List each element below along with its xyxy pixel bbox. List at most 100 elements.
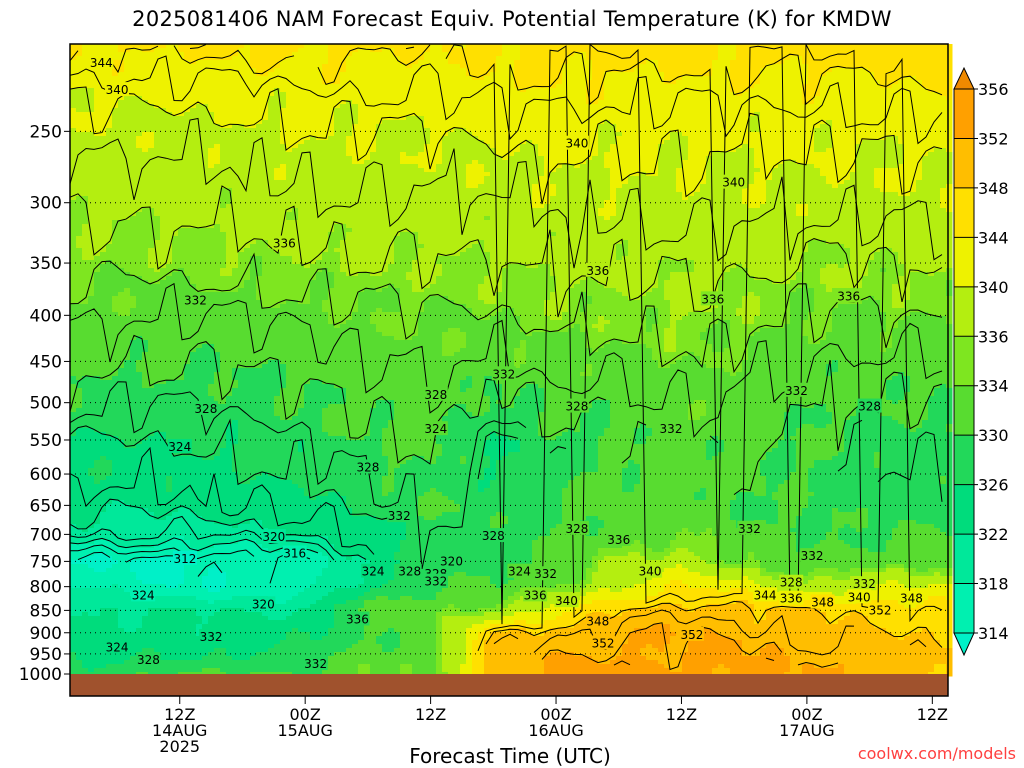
heatmap-cell [940,80,947,85]
heatmap-cell [844,144,851,149]
heatmap-cell [370,132,377,137]
heatmap-cell [184,68,191,73]
heatmap-cell [124,72,131,77]
heatmap-cell [724,104,731,109]
heatmap-cell [868,80,875,85]
heatmap-cell [508,52,515,57]
heatmap-cell [832,144,839,149]
heatmap-cell [736,48,743,53]
heatmap-cell [754,120,761,125]
heatmap-cell [658,56,665,61]
heatmap-cell [682,116,689,121]
heatmap-cell [76,120,83,125]
heatmap-cell [520,128,527,133]
heatmap-cell [484,116,491,121]
heatmap-cell [772,112,779,117]
heatmap-cell [712,96,719,101]
heatmap-cell [568,160,575,165]
heatmap-cell [436,68,443,73]
heatmap-cell [166,92,173,97]
heatmap-cell [694,120,701,125]
heatmap-cell [796,76,803,81]
heatmap-cell [514,100,521,105]
heatmap-cell [652,176,659,181]
heatmap-cell [568,56,575,61]
heatmap-cell [808,156,815,161]
heatmap-cell [646,140,653,145]
heatmap-cell [316,136,323,141]
heatmap-cell [754,168,761,173]
heatmap-cell [520,164,527,169]
heatmap-cell [178,68,185,73]
heatmap-cell [490,164,497,169]
heatmap-cell [292,136,299,141]
heatmap-cell [568,48,575,53]
heatmap-cell [946,80,953,85]
heatmap-cell [520,152,527,157]
heatmap-cell [112,72,119,77]
heatmap-cell [304,108,311,113]
heatmap-cell [478,92,485,97]
heatmap-cell [190,156,197,161]
heatmap-cell [520,92,527,97]
heatmap-cell [148,88,155,93]
heatmap-cell [160,132,167,137]
heatmap-cell [868,136,875,141]
heatmap-cell [430,108,437,113]
heatmap-cell [658,80,665,85]
heatmap-cell [490,52,497,57]
heatmap-cell [268,52,275,57]
heatmap-cell [268,156,275,161]
heatmap-cell [844,80,851,85]
heatmap-cell [796,168,803,173]
heatmap-cell [910,116,917,121]
heatmap-cell [928,128,935,133]
heatmap-cell [946,168,953,173]
heatmap-cell [826,132,833,137]
heatmap-cell [448,88,455,93]
heatmap-cell [436,156,443,161]
heatmap-cell [634,160,641,165]
heatmap-cell [610,60,617,65]
heatmap-cell [922,68,929,73]
heatmap-cell [802,52,809,57]
heatmap-cell [340,72,347,77]
heatmap-cell [448,56,455,61]
heatmap-cell [256,72,263,77]
heatmap-cell [838,84,845,89]
heatmap-cell [226,88,233,93]
heatmap-cell [658,52,665,57]
heatmap-cell [706,104,713,109]
heatmap-cell [586,168,593,173]
heatmap-cell [418,80,425,85]
heatmap-cell [100,160,107,165]
heatmap-cell [88,164,95,169]
heatmap-cell [508,160,515,165]
heatmap-cell [286,76,293,81]
heatmap-cell [682,48,689,53]
heatmap-cell [808,60,815,65]
heatmap-cell [148,60,155,65]
heatmap-cell [232,160,239,165]
heatmap-cell [688,124,695,129]
heatmap-cell [112,132,119,137]
heatmap-cell [664,172,671,177]
heatmap-cell [448,100,455,105]
heatmap-cell [718,136,725,141]
heatmap-cell [850,128,857,133]
heatmap-cell [454,112,461,117]
heatmap-cell [670,116,677,121]
heatmap-cell [898,80,905,85]
heatmap-cell [448,68,455,73]
heatmap-cell [766,104,773,109]
heatmap-cell [430,52,437,57]
heatmap-cell [466,88,473,93]
heatmap-cell [292,56,299,61]
heatmap-cell [658,132,665,137]
heatmap-cell [250,96,257,101]
heatmap-cell [424,144,431,149]
heatmap-cell [694,112,701,117]
heatmap-cell [778,76,785,81]
heatmap-cell [316,172,323,177]
